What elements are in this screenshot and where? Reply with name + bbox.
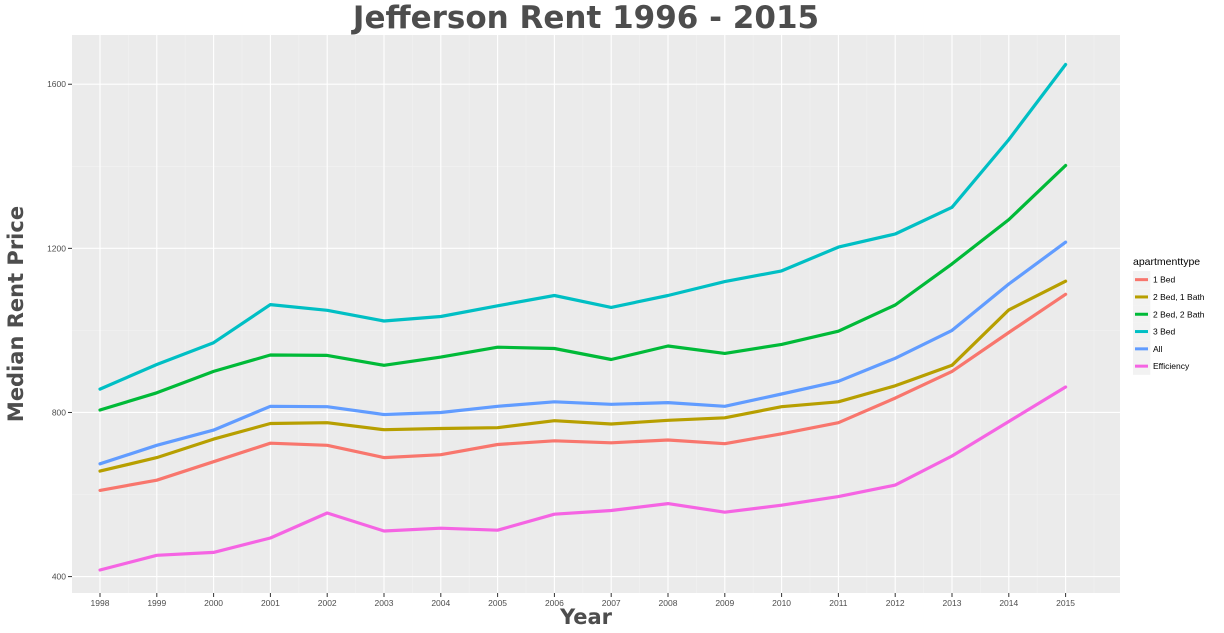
x-tick-label: 2006 bbox=[545, 598, 564, 608]
series-line-2-bed-1-bath bbox=[98, 279, 1068, 473]
y-tick-label: 1200 bbox=[47, 243, 66, 253]
x-tick-label: 2001 bbox=[261, 598, 280, 608]
series-lines bbox=[98, 62, 1068, 572]
plot-panel bbox=[72, 35, 1120, 593]
x-tick-label: 2013 bbox=[943, 598, 962, 608]
series-line-3-bed bbox=[98, 62, 1068, 391]
y-tick-label: 1600 bbox=[47, 79, 66, 89]
x-axis-ticks: 1998 1999 2000 2001 2002 2003 2004 2005 2006 2007… bbox=[91, 593, 1075, 608]
chart-title-group: Jefferson Rent 1996 - 2015 bbox=[351, 0, 819, 36]
x-tick-label: 2011 bbox=[829, 598, 848, 608]
x-tick-label: 2015 bbox=[1056, 598, 1075, 608]
x-tick-label: 2003 bbox=[375, 598, 394, 608]
y-axis-title: Median Rent Price bbox=[4, 206, 28, 422]
y-tick-label: 400 bbox=[52, 572, 66, 582]
legend-label-2-bed-2-bath: 2 Bed, 2 Bath bbox=[1153, 309, 1205, 319]
legend-label-efficiency: Efficiency bbox=[1153, 361, 1190, 371]
x-tick-label: 2004 bbox=[431, 598, 450, 608]
x-tick-label: 2009 bbox=[715, 598, 734, 608]
x-tick-label: 2002 bbox=[318, 598, 337, 608]
legend-title: apartmenttype bbox=[1133, 256, 1200, 268]
x-tick-label: 2007 bbox=[602, 598, 621, 608]
legend-label-1-bed: 1 Bed bbox=[1153, 275, 1175, 285]
x-tick-label: 2000 bbox=[204, 598, 223, 608]
y-tick-label: 800 bbox=[52, 407, 66, 417]
x-axis-title: Year bbox=[559, 605, 613, 629]
legend-label-3-bed: 3 Bed bbox=[1153, 327, 1175, 337]
legend: apartmenttype 1 Bed 2 Bed, 1 Bath 2 Bed, 2… bbox=[1133, 256, 1205, 375]
x-tick-label: 2010 bbox=[772, 598, 791, 608]
legend-label-all: All bbox=[1153, 344, 1163, 354]
legend-label-2-bed-1-bath: 2 Bed, 1 Bath bbox=[1153, 292, 1205, 302]
x-tick-label: 1999 bbox=[147, 598, 166, 608]
x-tick-label: 2008 bbox=[659, 598, 678, 608]
y-axis-ticks: 400 800 1200 1600 bbox=[47, 79, 72, 582]
x-tick-label: 1998 bbox=[91, 598, 110, 608]
series-line-efficiency bbox=[98, 385, 1068, 572]
series-line-1-bed bbox=[98, 292, 1068, 492]
grid-lines bbox=[72, 35, 1120, 593]
series-line-2-bed-2-bath bbox=[98, 163, 1068, 412]
chart-title: Jefferson Rent 1996 - 2015 bbox=[351, 0, 819, 36]
x-tick-label: 2014 bbox=[999, 598, 1018, 608]
x-tick-label: 2005 bbox=[488, 598, 507, 608]
x-tick-label: 2012 bbox=[886, 598, 905, 608]
series-line-all bbox=[98, 240, 1068, 466]
